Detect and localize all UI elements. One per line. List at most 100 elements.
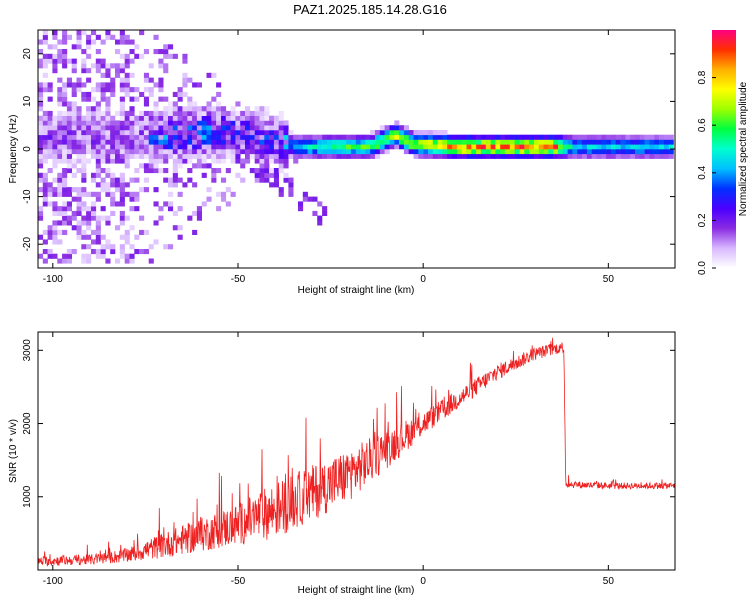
heatmap-cell xyxy=(124,229,130,235)
heatmap-cell xyxy=(442,153,448,159)
heatmap-cell xyxy=(81,158,87,164)
heatmap-cell xyxy=(129,144,135,150)
heatmap-cell xyxy=(206,187,212,193)
heatmap-cell xyxy=(572,149,578,155)
heatmap-cell xyxy=(95,153,101,159)
heatmap-cell xyxy=(148,91,154,97)
heatmap-cell xyxy=(134,206,140,212)
heatmap-cell xyxy=(47,168,53,174)
heatmap-cell xyxy=(42,177,48,183)
heatmap-cell xyxy=(206,139,212,145)
heatmap-cell xyxy=(38,125,44,131)
heatmap-cell xyxy=(201,158,207,164)
heatmap-cell xyxy=(312,144,318,150)
heatmap-cell xyxy=(341,144,347,150)
heatmap-cell xyxy=(38,206,44,212)
heatmap-cell xyxy=(124,77,130,83)
heatmap-cell xyxy=(124,53,130,59)
heatmap-cell xyxy=(399,134,405,140)
heatmap-cell xyxy=(505,153,511,159)
heatmap-cell xyxy=(86,115,92,121)
heatmap-cell xyxy=(476,149,482,155)
heatmap-cell xyxy=(182,77,188,83)
heatmap-cell xyxy=(91,172,97,178)
heatmap-cell xyxy=(326,139,332,145)
heatmap-cell xyxy=(76,110,82,116)
heatmap-cell xyxy=(148,87,154,93)
heatmap-cell xyxy=(211,144,217,150)
heatmap-cell xyxy=(76,196,82,202)
heatmap-cell xyxy=(394,120,400,126)
heatmap-cell xyxy=(360,149,366,155)
heatmap-cell xyxy=(105,244,111,250)
heatmap-cell xyxy=(62,182,68,188)
heatmap-cell xyxy=(476,134,482,140)
heatmap-cell xyxy=(57,187,63,193)
heatmap-cell xyxy=(100,244,106,250)
heatmap-cell xyxy=(100,149,106,155)
heatmap-cell xyxy=(163,168,169,174)
heatmap-cell xyxy=(495,134,501,140)
heatmap-cell xyxy=(100,182,106,188)
heatmap-cell xyxy=(38,39,44,45)
heatmap-cell xyxy=(100,177,106,183)
heatmap-cell xyxy=(259,163,265,169)
heatmap-cell xyxy=(119,201,125,207)
heatmap-cell xyxy=(62,63,68,69)
heatmap-cell xyxy=(62,30,68,36)
heatmap-cell xyxy=(52,53,58,59)
heatmap-cell xyxy=(192,130,198,136)
heatmap-cell xyxy=(447,134,453,140)
heatmap-cell xyxy=(86,191,92,197)
heatmap-cell xyxy=(38,58,44,64)
heatmap-cell xyxy=(211,172,217,178)
heatmap-cell xyxy=(66,134,72,140)
heatmap-cell xyxy=(105,239,111,245)
heatmap-cell xyxy=(216,110,222,116)
heatmap-cell xyxy=(249,134,255,140)
heatmap-cell xyxy=(408,144,414,150)
heatmap-cell xyxy=(606,144,612,150)
heatmap-cell xyxy=(529,144,535,150)
heatmap-cell xyxy=(192,120,198,126)
heatmap-cell xyxy=(52,30,58,36)
heatmap-cell xyxy=(471,139,477,145)
heatmap-cell xyxy=(240,115,246,121)
heatmap-cell xyxy=(182,115,188,121)
heatmap-cell xyxy=(211,106,217,112)
heatmap-cell xyxy=(71,82,77,88)
heatmap-cell xyxy=(606,139,612,145)
heatmap-cell xyxy=(172,139,178,145)
heatmap-cell xyxy=(105,106,111,112)
heatmap-cell xyxy=(182,182,188,188)
heatmap-cell xyxy=(139,215,145,221)
heatmap-cell xyxy=(47,115,53,121)
heatmap-cell xyxy=(187,120,193,126)
heatmap-cell xyxy=(81,215,87,221)
heatmap-cell xyxy=(399,125,405,131)
heatmap-cell xyxy=(81,134,87,140)
heatmap-cell xyxy=(57,125,63,131)
heatmap-cell xyxy=(245,120,251,126)
heatmap-cell xyxy=(119,34,125,40)
heatmap-cell xyxy=(529,139,535,145)
heatmap-cell xyxy=(365,149,371,155)
heatmap-cell xyxy=(172,53,178,59)
heatmap-cell xyxy=(630,134,636,140)
heatmap-cell xyxy=(86,91,92,97)
heatmap-cell xyxy=(389,130,395,136)
heatmap-cell xyxy=(452,144,458,150)
heatmap-cell xyxy=(168,106,174,112)
heatmap-cell xyxy=(201,130,207,136)
heatmap-cell xyxy=(456,153,462,159)
heatmap-cell xyxy=(153,168,159,174)
heatmap-cell xyxy=(119,134,125,140)
heatmap-cell xyxy=(254,134,260,140)
heatmap-cell xyxy=(66,130,72,136)
heatmap-cell xyxy=(254,110,260,116)
heatmap-cell xyxy=(158,206,164,212)
heatmap-cell xyxy=(567,144,573,150)
heatmap-cell xyxy=(254,153,260,159)
heatmap-cell xyxy=(71,172,77,178)
heatmap-cell xyxy=(538,139,544,145)
